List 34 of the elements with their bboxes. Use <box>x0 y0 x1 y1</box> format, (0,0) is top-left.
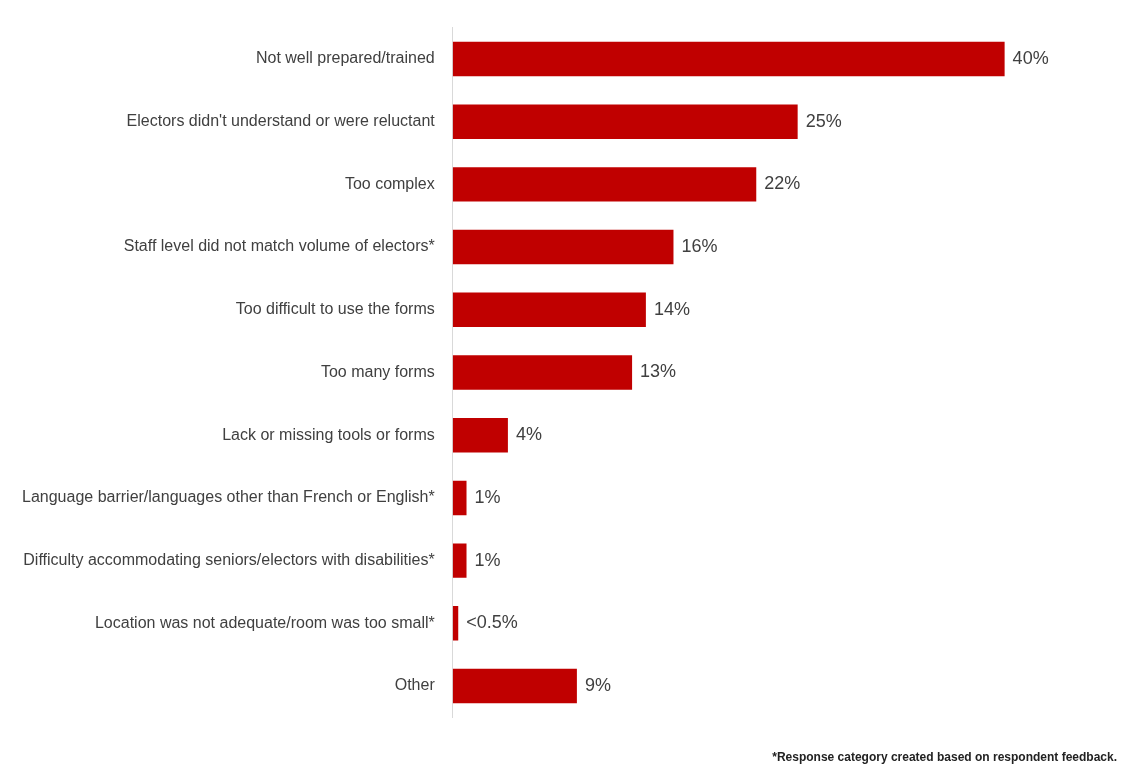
y-tick-label: Too complex <box>344 174 435 192</box>
bar <box>452 167 757 202</box>
bar <box>452 543 467 578</box>
y-tick-label: Lack or missing tools or forms <box>222 425 435 443</box>
data-label: 40% <box>1012 47 1049 68</box>
data-label: 9% <box>584 675 611 696</box>
y-tick-label: Too difficult to use the forms <box>235 300 435 318</box>
data-label: <0.5% <box>466 612 518 633</box>
bar <box>452 417 508 453</box>
data-label: 16% <box>681 236 718 257</box>
y-tick-label: Staff level did not match volume of electors* <box>123 237 435 255</box>
y-tick-label: Language barrier/languages other than French or English* <box>22 488 435 506</box>
bar <box>452 104 798 139</box>
bar <box>452 355 633 390</box>
data-label: 1% <box>474 486 501 507</box>
data-label: 1% <box>474 549 501 570</box>
bar <box>452 229 674 265</box>
y-tick-label: Too many forms <box>320 362 435 380</box>
data-label: 4% <box>515 424 542 445</box>
bar <box>452 480 467 516</box>
y-tick-label: Location was not adequate/room was too small* <box>94 613 435 631</box>
y-tick-label: Not well prepared/trained <box>255 49 435 67</box>
bar <box>452 292 646 328</box>
data-label: 13% <box>640 361 677 382</box>
y-tick-label: Electors didn't understand or were reluctant <box>126 112 436 130</box>
bar <box>452 668 577 704</box>
y-tick-label: Difficulty accommodating seniors/electors with disabilities* <box>23 551 435 569</box>
data-label: 22% <box>764 173 801 194</box>
bar <box>452 41 1005 77</box>
y-tick-label: Other <box>394 676 436 694</box>
data-label: 14% <box>653 298 690 319</box>
bar <box>452 606 459 641</box>
text: *Response category created based on respondent feedback. <box>772 750 1117 764</box>
data-label: 25% <box>805 110 842 131</box>
